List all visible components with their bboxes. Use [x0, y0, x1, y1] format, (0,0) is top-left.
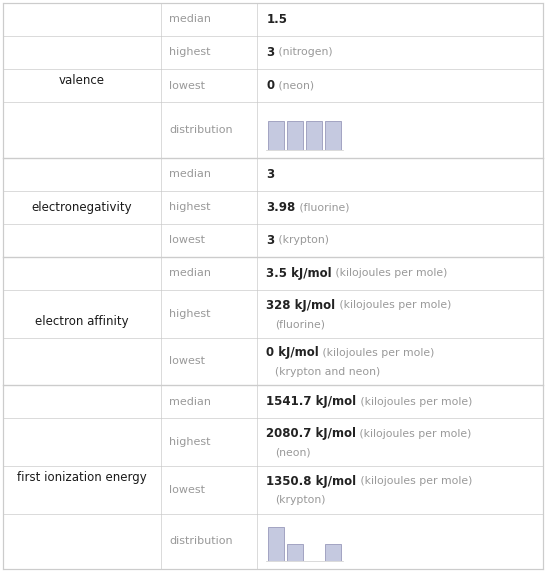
Text: (kilojoules per mole): (kilojoules per mole) [357, 428, 472, 439]
Text: (nitrogen): (nitrogen) [275, 47, 332, 57]
Bar [268, 527, 284, 561]
Text: median: median [169, 268, 211, 279]
Text: 3: 3 [266, 168, 275, 181]
Text: (krypton): (krypton) [275, 495, 325, 505]
Text: 3.5 kJ/mol: 3.5 kJ/mol [266, 267, 332, 280]
Text: (fluorine): (fluorine) [296, 202, 349, 212]
Text: (fluorine): (fluorine) [275, 319, 325, 329]
Text: 1350.8 kJ/mol: 1350.8 kJ/mol [266, 475, 357, 488]
Text: median: median [169, 14, 211, 25]
Text: (kilojoules per mole): (kilojoules per mole) [357, 476, 472, 486]
Text: highest: highest [169, 437, 211, 447]
Text: (kilojoules per mole): (kilojoules per mole) [319, 348, 435, 358]
Text: (neon): (neon) [275, 448, 310, 458]
Text: highest: highest [169, 202, 211, 212]
Text: highest: highest [169, 309, 211, 319]
Text: distribution: distribution [169, 125, 233, 135]
Text: lowest: lowest [169, 235, 205, 245]
Text: median: median [169, 397, 211, 407]
Text: median: median [169, 169, 211, 179]
Text: 3.98: 3.98 [266, 201, 296, 214]
Text: lowest: lowest [169, 356, 205, 367]
Text: (kilojoules per mole): (kilojoules per mole) [332, 268, 448, 279]
Bar [325, 121, 341, 150]
Text: (neon): (neon) [275, 81, 314, 90]
Text: electron affinity: electron affinity [35, 315, 129, 328]
Text: 0: 0 [266, 79, 275, 92]
Text: 1541.7 kJ/mol: 1541.7 kJ/mol [266, 395, 357, 408]
Text: (kilojoules per mole): (kilojoules per mole) [357, 397, 472, 407]
Text: lowest: lowest [169, 484, 205, 495]
Text: 328 kJ/mol: 328 kJ/mol [266, 299, 336, 312]
Text: 1.5: 1.5 [266, 13, 287, 26]
Text: highest: highest [169, 47, 211, 57]
Text: first ionization energy: first ionization energy [17, 471, 147, 484]
Bar [287, 544, 303, 561]
Text: 3: 3 [266, 46, 275, 59]
Text: 2080.7 kJ/mol: 2080.7 kJ/mol [266, 427, 357, 440]
Bar [287, 121, 303, 150]
Bar [306, 121, 322, 150]
Bar [325, 544, 341, 561]
Text: distribution: distribution [169, 537, 233, 546]
Text: valence: valence [59, 74, 105, 87]
Text: (kilojoules per mole): (kilojoules per mole) [336, 300, 451, 310]
Text: 0 kJ/mol: 0 kJ/mol [266, 346, 319, 359]
Text: (krypton and neon): (krypton and neon) [275, 367, 380, 377]
Text: 3: 3 [266, 234, 275, 247]
Text: lowest: lowest [169, 81, 205, 90]
Text: electronegativity: electronegativity [32, 201, 132, 214]
Bar [268, 121, 284, 150]
Text: (krypton): (krypton) [275, 235, 329, 245]
